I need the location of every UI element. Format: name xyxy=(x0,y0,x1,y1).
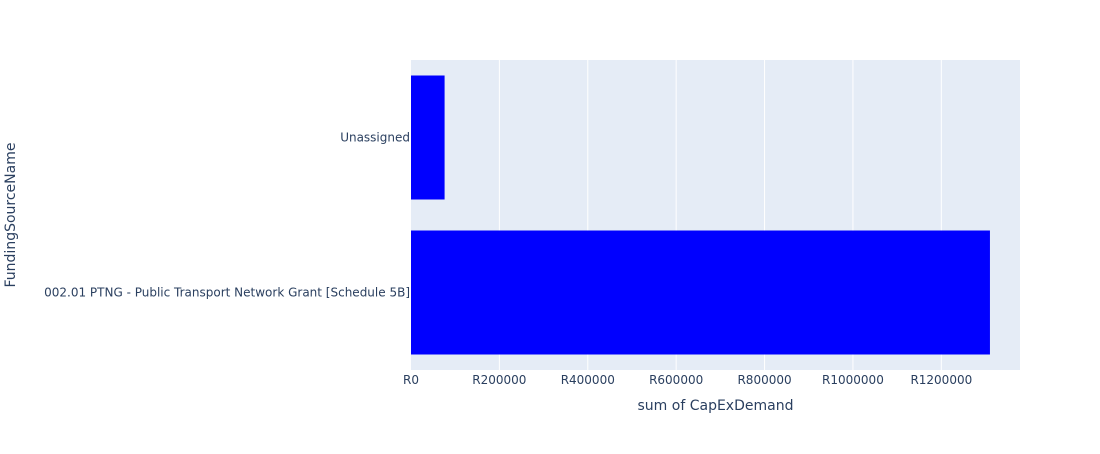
x-tick-label: R400000 xyxy=(561,373,615,387)
x-axis-title: sum of CapExDemand xyxy=(638,398,794,414)
x-tick-label: R0 xyxy=(403,373,419,387)
bar[interactable] xyxy=(411,75,445,200)
x-tick-label: R1200000 xyxy=(910,373,972,387)
y-axis-ticks: 002.01 PTNG - Public Transport Network G… xyxy=(44,131,410,300)
x-tick-label: R1000000 xyxy=(822,373,884,387)
x-tick-label: R200000 xyxy=(472,373,526,387)
bar[interactable] xyxy=(411,230,990,355)
x-axis-ticks: R0 R200000 R400000 R600000 R800000 R1000000 R1… xyxy=(403,373,972,387)
y-tick-label: Unassigned xyxy=(340,131,410,145)
x-tick-label: R600000 xyxy=(649,373,703,387)
bars xyxy=(411,75,990,355)
x-tick-label: R800000 xyxy=(737,373,791,387)
y-axis-title: FundingSourceName xyxy=(3,143,19,288)
y-tick-label: 002.01 PTNG - Public Transport Network G… xyxy=(44,286,410,300)
